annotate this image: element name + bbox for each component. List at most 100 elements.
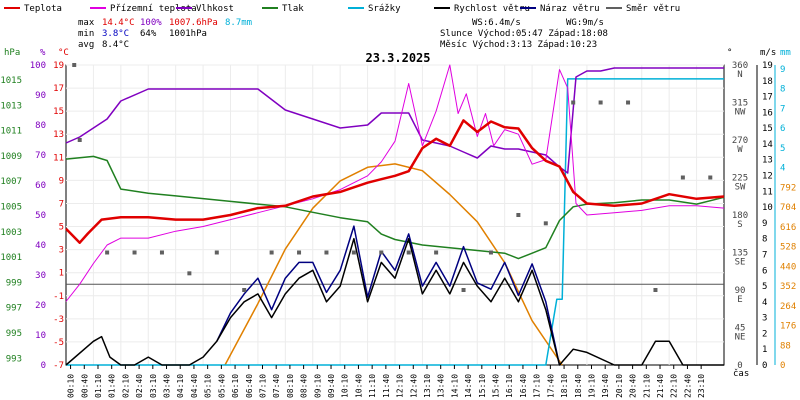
wind-direction-point bbox=[132, 250, 137, 255]
direction-tick-name: E bbox=[737, 295, 742, 305]
info-moon: Měsíc Východ:3:13 Západ:10:23 bbox=[440, 40, 597, 50]
wind-direction-point bbox=[406, 250, 411, 255]
x-tick-label: 16:40 bbox=[519, 374, 528, 398]
mm-tick-label: 0 bbox=[780, 361, 785, 371]
mm-tick-label: 8 bbox=[780, 85, 785, 95]
wind-direction-point bbox=[297, 250, 302, 255]
stats-max-hum: 100% bbox=[140, 18, 162, 28]
legend-label: Srážky bbox=[368, 4, 401, 14]
mm-tick-label: 528 bbox=[780, 243, 796, 253]
x-tick-label: 11:10 bbox=[368, 374, 377, 398]
x-tick-label: 13:40 bbox=[437, 374, 446, 398]
series-rychlost-v-tru bbox=[65, 237, 724, 366]
info-wind-speed: WS:6.4m/s bbox=[472, 18, 521, 28]
ms-tick-label: 1 bbox=[762, 345, 767, 355]
wind-direction-point bbox=[269, 250, 274, 255]
celsius-tick-label: 1 bbox=[59, 269, 64, 279]
x-tick-label: 04:10 bbox=[176, 374, 185, 398]
ms-tick-label: 19 bbox=[762, 61, 773, 71]
stats-avg-temp: 8.4°C bbox=[102, 40, 129, 50]
ms-tick-label: 0 bbox=[762, 361, 767, 371]
legend-label: Směr větru bbox=[626, 4, 680, 14]
hpa-tick-label: 995 bbox=[6, 329, 22, 339]
x-tick-label: 03:10 bbox=[149, 374, 158, 398]
x-tick-label: 06:40 bbox=[245, 374, 254, 398]
wind-direction-point bbox=[571, 100, 576, 105]
ms-tick-label: 4 bbox=[762, 298, 767, 308]
ms-tick-label: 8 bbox=[762, 235, 767, 245]
x-tick-label: 01:10 bbox=[94, 374, 103, 398]
mm-tick-label: 88 bbox=[780, 341, 791, 351]
mm-tick-label: 6 bbox=[780, 124, 785, 134]
x-tick-label: 13:10 bbox=[423, 374, 432, 398]
wind-direction-point bbox=[159, 250, 164, 255]
ms-tick-label: 16 bbox=[762, 108, 773, 118]
pct-axis-label: % bbox=[40, 48, 46, 58]
mm-tick-label: 264 bbox=[780, 302, 796, 312]
pct-tick-label: 70 bbox=[35, 151, 46, 161]
stats-max-temp: 14.4°C bbox=[102, 18, 135, 28]
stats-max-label: max bbox=[78, 18, 95, 28]
pct-tick-label: 100 bbox=[30, 61, 46, 71]
x-tick-label: 04:40 bbox=[190, 374, 199, 398]
x-tick-label: 16:10 bbox=[505, 374, 514, 398]
x-tick-label: 09:40 bbox=[327, 374, 336, 398]
direction-tick-label: 135 bbox=[732, 249, 748, 259]
wind-direction-point bbox=[598, 100, 603, 105]
chart-marks bbox=[65, 63, 725, 366]
series-slune-n-z-en- bbox=[224, 163, 563, 366]
celsius-tick-label: 9 bbox=[59, 176, 64, 186]
x-tick-label: 05:10 bbox=[204, 374, 213, 398]
ms-tick-label: 11 bbox=[762, 187, 773, 197]
hpa-tick-label: 1013 bbox=[0, 101, 22, 111]
pct-tick-label: 20 bbox=[35, 301, 46, 311]
direction-tick-name: S bbox=[737, 220, 742, 230]
ms-tick-label: 18 bbox=[762, 77, 773, 87]
x-tick-label: 15:10 bbox=[478, 374, 487, 398]
direction-tick-label: 225 bbox=[732, 174, 748, 184]
x-tick-label: 22:10 bbox=[670, 374, 679, 398]
x-tick-label: 06:10 bbox=[231, 374, 240, 398]
hpa-tick-label: 1011 bbox=[0, 127, 22, 137]
celsius-tick-label: 15 bbox=[53, 107, 64, 117]
direction-tick-label: 0 bbox=[737, 361, 742, 371]
stats-min-temp: 3.8°C bbox=[102, 29, 129, 39]
x-tick-label: 21:40 bbox=[656, 374, 665, 398]
celsius-tick-label: -7 bbox=[53, 361, 64, 371]
wind-direction-point bbox=[105, 250, 110, 255]
ms-tick-label: 5 bbox=[762, 282, 767, 292]
pct-tick-label: 40 bbox=[35, 241, 46, 251]
x-tick-label: 15:40 bbox=[492, 374, 501, 398]
hpa-tick-label: 1009 bbox=[0, 152, 22, 162]
x-tick-label: 17:40 bbox=[546, 374, 555, 398]
wind-direction-point bbox=[543, 221, 548, 226]
celsius-tick-label: -3 bbox=[53, 315, 64, 325]
direction-tick-label: 180 bbox=[732, 211, 748, 221]
wind-direction-point bbox=[72, 63, 77, 67]
pct-tick-label: 90 bbox=[35, 91, 46, 101]
x-tick-label: 12:40 bbox=[409, 374, 418, 398]
info-block: WS:6.4m/s WG:9m/s Slunce Východ:05:47 Zá… bbox=[440, 18, 608, 50]
pct-tick-label: 30 bbox=[35, 271, 46, 281]
pct-tick-label: 0 bbox=[41, 361, 46, 371]
series-n-raz-v-tru bbox=[216, 225, 561, 366]
stats-block: max 14.4°C 100% 1007.6hPa 8.7mm min 3.8°… bbox=[78, 18, 252, 50]
x-tick-label: 01:40 bbox=[108, 374, 117, 398]
x-tick-label: 05:40 bbox=[217, 374, 226, 398]
legend-label: Teplota bbox=[24, 4, 62, 14]
stats-min-press: 1001hPa bbox=[169, 29, 207, 39]
hpa-tick-label: 1007 bbox=[0, 177, 22, 187]
legend-label: Rychlost větru bbox=[454, 4, 530, 14]
direction-tick-name: SW bbox=[735, 183, 746, 193]
celsius-tick-label: 7 bbox=[59, 199, 64, 209]
ms-tick-label: 14 bbox=[762, 140, 773, 150]
ms-tick-label: 9 bbox=[762, 219, 767, 229]
x-tick-label: 14:10 bbox=[450, 374, 459, 398]
hpa-tick-label: 1005 bbox=[0, 203, 22, 213]
mm-tick-label: 5 bbox=[780, 144, 785, 154]
direction-tick-label: 270 bbox=[732, 136, 748, 146]
ms-tick-label: 12 bbox=[762, 172, 773, 182]
mm-tick-label: 440 bbox=[780, 262, 796, 272]
pct-tick-label: 10 bbox=[35, 331, 46, 341]
